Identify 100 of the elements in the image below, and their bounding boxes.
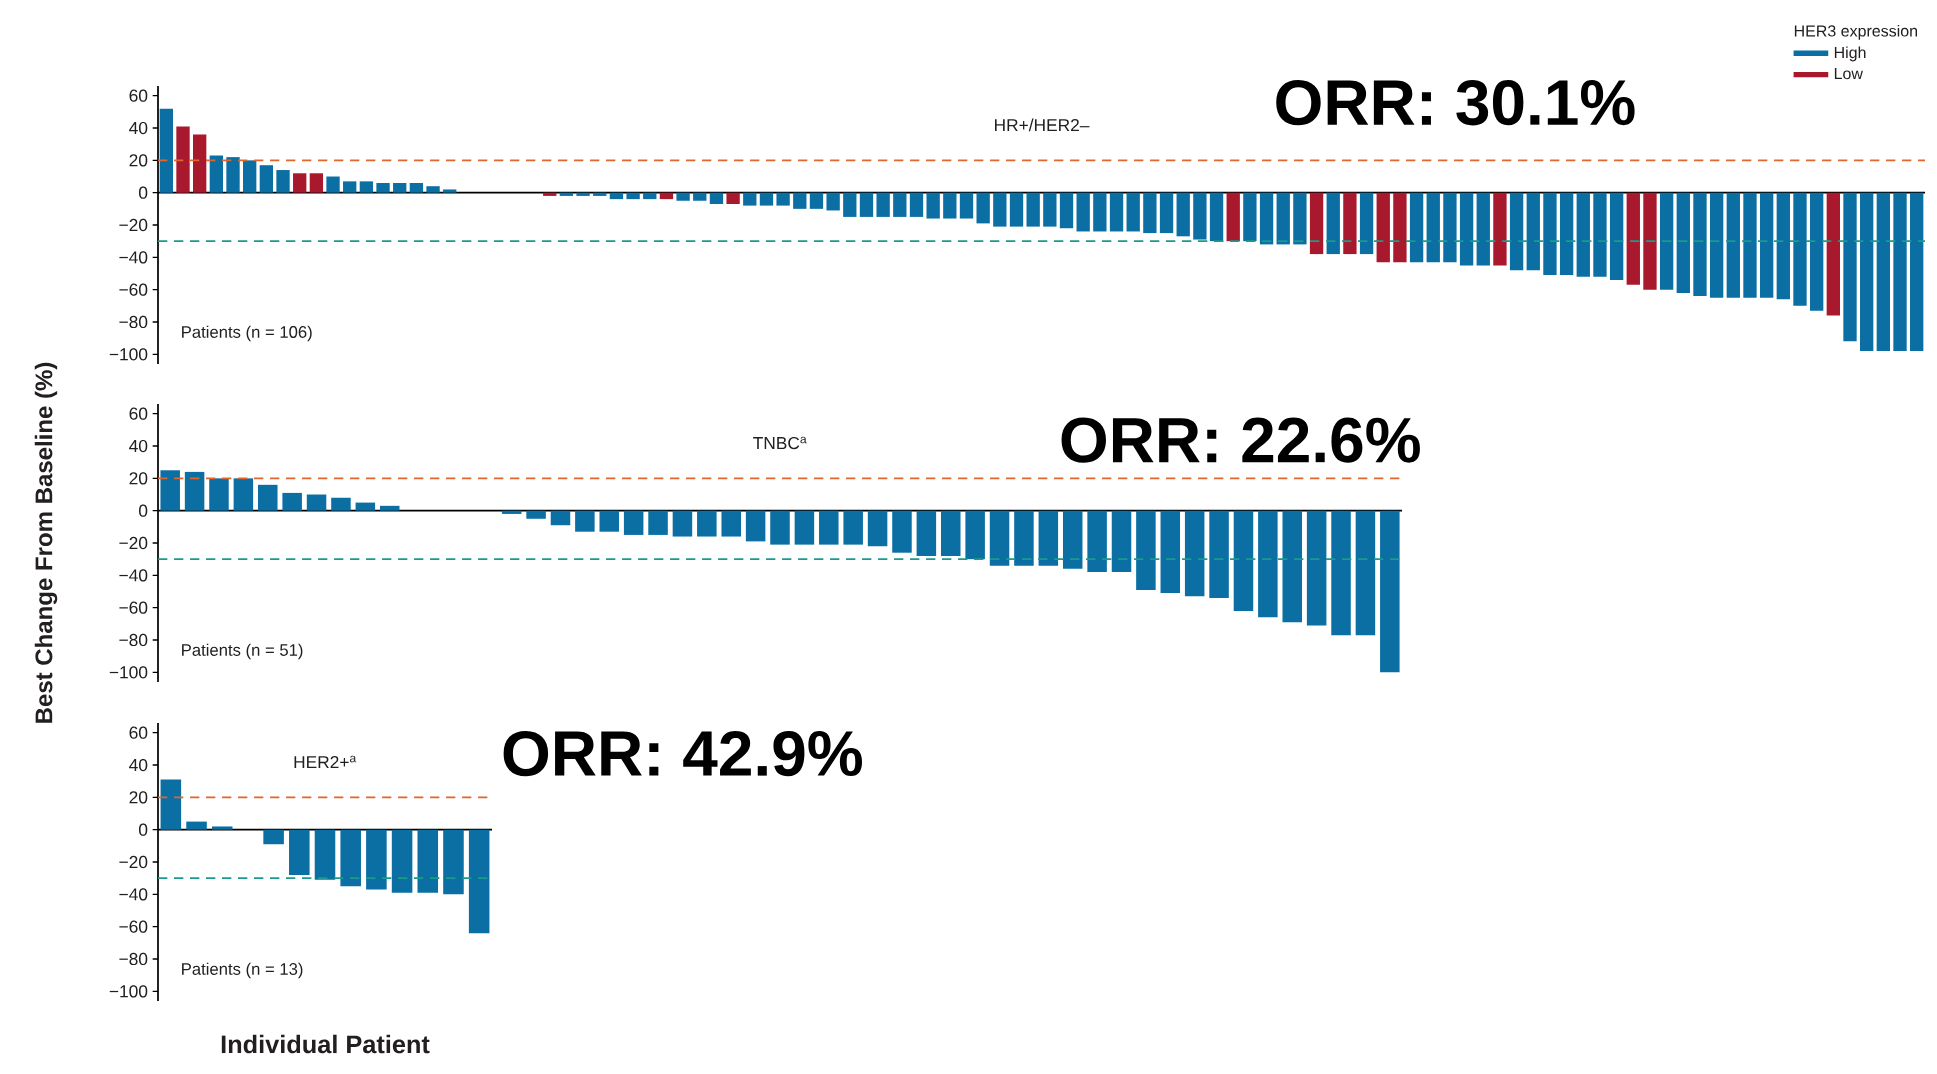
bar: [1559, 192, 1574, 276]
bar: [1176, 192, 1190, 237]
bar: [1087, 510, 1107, 573]
bar: [417, 829, 439, 893]
bar: [1026, 192, 1040, 227]
bar: [1393, 192, 1407, 263]
y-tick-label: −60: [119, 920, 148, 933]
bar: [1910, 192, 1924, 352]
bar: [314, 829, 336, 880]
y-tick-label: 60: [129, 726, 148, 739]
text: TNBC$^{a}$: [753, 436, 807, 450]
bar: [1193, 192, 1207, 240]
bar: [1209, 192, 1224, 242]
bar: [1143, 192, 1157, 234]
annotation: Patients (n = 51): [182, 643, 303, 660]
bar: [1759, 192, 1774, 298]
bar: [941, 510, 961, 556]
y-tick-label: −20: [119, 218, 148, 232]
bar: [209, 155, 224, 193]
bar: [1426, 192, 1440, 263]
bar: [1111, 510, 1132, 573]
bar: [1609, 192, 1624, 280]
bar: [1059, 192, 1074, 229]
bar: [1014, 510, 1034, 566]
y-tick-label: −20: [119, 855, 148, 869]
bar: [193, 134, 207, 193]
bar: [1226, 192, 1240, 242]
bar: [355, 502, 376, 511]
bar: [1843, 192, 1857, 342]
bar: [1376, 192, 1390, 263]
bar: [1159, 192, 1174, 234]
bar: [1282, 510, 1303, 623]
bar: [543, 192, 557, 196]
bar: [1126, 192, 1140, 232]
bar: [426, 186, 440, 193]
bar: [743, 192, 757, 206]
bar: [1476, 192, 1490, 266]
y-tick-label: −80: [119, 315, 148, 329]
bar: [1306, 510, 1327, 626]
bar: [1576, 192, 1590, 277]
bar: [176, 126, 190, 193]
bar: [1380, 510, 1400, 673]
bar: [893, 192, 907, 217]
bar: [1776, 192, 1790, 300]
bar: [443, 829, 464, 895]
bar: [282, 492, 302, 511]
bar: [776, 192, 790, 206]
bar: [1233, 510, 1254, 611]
bar: [1326, 192, 1340, 255]
annotation: ORR: 30.1%: [1276, 79, 1635, 126]
bar: [593, 192, 607, 196]
bar: [550, 510, 571, 526]
bar: [1293, 192, 1307, 245]
bar: [159, 108, 174, 193]
bar: [443, 189, 457, 193]
bar: [648, 510, 668, 535]
bar: [759, 192, 774, 206]
bar: [770, 510, 790, 545]
y-tick-label: 40: [129, 121, 148, 135]
bar: [1693, 192, 1707, 297]
bar: [1309, 192, 1324, 255]
annotation: Patients (n = 106): [182, 325, 312, 342]
bar: [259, 165, 274, 193]
bar: [1076, 192, 1090, 232]
legend-title: HER3 expression: [1794, 24, 1918, 40]
bar: [263, 829, 284, 845]
bar: [1626, 192, 1640, 285]
bar: [1109, 192, 1124, 232]
bar: [391, 829, 413, 893]
bar: [676, 192, 690, 201]
bar: [376, 182, 390, 193]
y-tick-label: −80: [119, 633, 148, 647]
bar: [1160, 510, 1181, 594]
y-tick-label: 0: [138, 504, 148, 517]
bar: [1136, 510, 1156, 590]
y-tick-label: −40: [119, 251, 148, 264]
bar: [1184, 510, 1205, 597]
bar: [359, 181, 374, 193]
bar: [609, 192, 624, 200]
bar: [289, 829, 310, 875]
bar: [1409, 192, 1424, 263]
y-tick-label: 20: [129, 791, 148, 804]
bar: [243, 160, 257, 193]
bar: [1359, 192, 1374, 255]
bar: [943, 192, 957, 219]
bar: [859, 192, 874, 217]
bar: [926, 192, 940, 219]
bar: [258, 484, 278, 511]
bar: [1276, 192, 1290, 245]
y-tick-label: −40: [119, 888, 148, 901]
bar: [1259, 192, 1274, 245]
bar: [409, 182, 424, 193]
bar: [659, 192, 674, 200]
bar: [599, 510, 620, 532]
annotation: ORR: 22.6%: [1061, 417, 1420, 463]
bar: [1258, 510, 1278, 618]
bar: [276, 170, 290, 193]
bar: [843, 510, 863, 545]
bar: [876, 192, 890, 217]
y-tick-label: −60: [119, 601, 148, 614]
